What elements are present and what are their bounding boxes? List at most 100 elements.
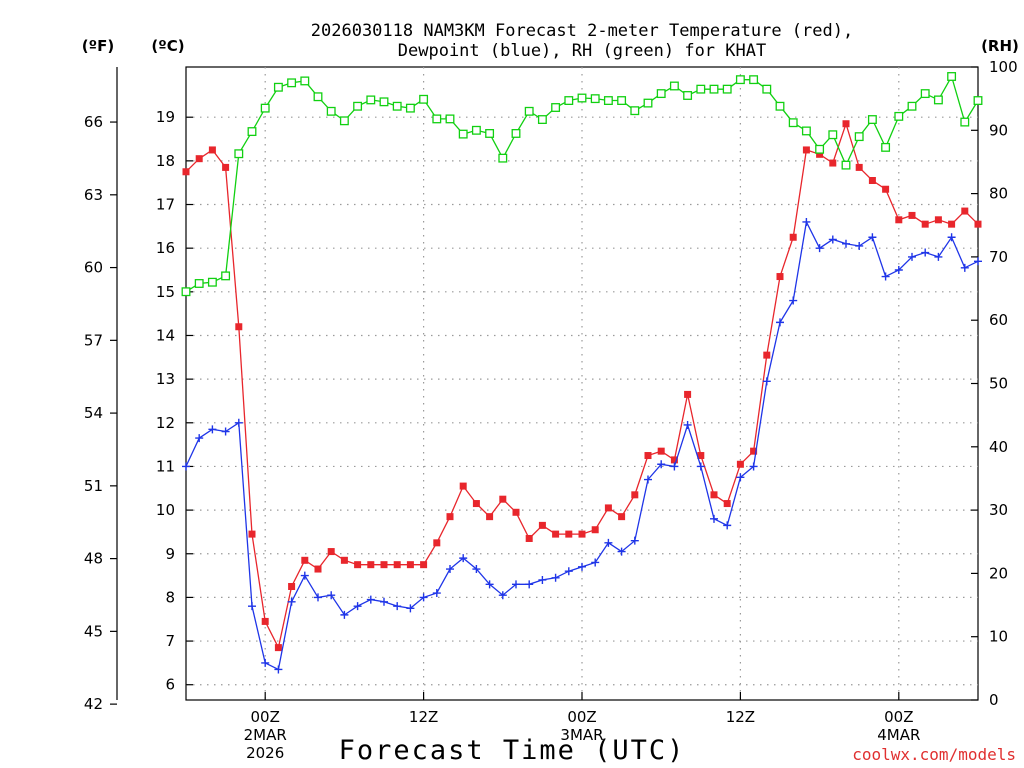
temperature-point — [565, 530, 573, 538]
rh-point — [696, 84, 706, 94]
rh-point — [379, 97, 389, 107]
rh-point — [353, 101, 363, 111]
dewpoint-point — [538, 575, 547, 584]
rh-point — [841, 160, 851, 170]
temperature-point — [816, 150, 824, 158]
celsius-tick-label: 14 — [156, 326, 175, 344]
rh-line — [185, 74, 979, 293]
rh-point — [326, 106, 336, 116]
dewpoint-point — [696, 462, 705, 471]
watermark: coolwx.com/models — [852, 745, 1016, 764]
dewpoint-point — [551, 573, 560, 582]
temperature-point — [288, 582, 296, 590]
temperature-point — [354, 561, 362, 569]
temperature-point — [327, 548, 335, 556]
dewpoint-point — [947, 233, 956, 242]
dewpoint-point — [644, 475, 652, 484]
rh-point — [603, 96, 613, 105]
celsius-tick-label: 12 — [156, 414, 175, 432]
dewpoint-point — [657, 460, 666, 469]
dewpoint-point — [617, 547, 626, 556]
rh-point — [735, 75, 745, 85]
dewpoint-point — [921, 248, 930, 257]
temperature-point — [472, 500, 480, 508]
dewpoint-point — [723, 521, 732, 530]
dewpoint-point — [842, 239, 850, 248]
dewpoint-point — [974, 257, 982, 266]
rh-point — [762, 84, 772, 94]
celsius-tick-label: 16 — [156, 239, 175, 257]
dewpoint-point — [248, 602, 256, 611]
dewpoint-point — [221, 427, 230, 436]
dewpoint-point — [406, 604, 415, 613]
rh-unit-label: (RH) — [981, 37, 1019, 55]
temperature-point — [420, 561, 428, 569]
rh-point — [247, 127, 257, 137]
dewpoint-point — [630, 536, 639, 545]
dewpoint-point — [380, 597, 388, 606]
dewpoint-series — [182, 217, 982, 674]
rh-point — [788, 118, 798, 128]
rh-tick-label: 70 — [989, 248, 1008, 266]
dewpoint-point — [287, 597, 296, 606]
temperature-point — [789, 233, 797, 241]
dewpoint-point — [472, 565, 481, 574]
rh-point — [260, 103, 270, 113]
temperature-point — [591, 526, 599, 534]
temperature-point — [618, 513, 626, 521]
x-tick-year-label: 2026 — [246, 744, 284, 762]
temperature-point — [776, 273, 784, 281]
x-tick-label: 00Z — [251, 708, 280, 726]
dewpoint-point — [960, 263, 969, 272]
rh-tick-label: 90 — [989, 121, 1008, 139]
rh-point — [498, 153, 508, 163]
rh-point — [828, 130, 838, 140]
celsius-tick-label: 9 — [165, 545, 175, 563]
rh-tick-label: 60 — [989, 311, 1008, 329]
temperature-point — [710, 491, 718, 499]
celsius-tick-label: 17 — [156, 196, 175, 214]
dewpoint-point — [498, 591, 507, 600]
dewpoint-point — [208, 425, 217, 434]
dewpoint-point — [340, 610, 349, 619]
temperature-point — [380, 561, 388, 569]
rh-point — [960, 117, 970, 127]
temperature-point — [961, 207, 969, 215]
dewpoint-point — [789, 296, 798, 305]
dewpoint-point — [195, 434, 204, 443]
temperature-point — [499, 495, 507, 503]
rh-point — [854, 132, 864, 142]
celsius-axis-ticks: 6 7 8 9 10 11 12 13 14 15 16 17 18 19 — [156, 108, 193, 694]
temperature-point — [446, 513, 454, 521]
temperature-point — [736, 460, 744, 468]
dewpoint-point — [261, 658, 270, 667]
temperature-point — [486, 513, 494, 521]
dewpoint-point — [446, 565, 454, 574]
temperature-point — [393, 561, 401, 569]
rh-point — [194, 279, 204, 288]
dewpoint-point — [908, 252, 916, 261]
dewpoint-point — [670, 462, 679, 471]
rh-point — [300, 76, 310, 86]
rh-point — [524, 106, 534, 116]
rh-point — [432, 114, 442, 124]
dewpoint-point — [314, 593, 322, 602]
x-tick-date-label: 4MAR — [877, 726, 920, 744]
dewpoint-point — [274, 665, 283, 674]
temperature-point — [908, 211, 916, 219]
temperature-point — [763, 351, 771, 359]
temperature-point — [433, 539, 441, 547]
fahrenheit-tick-label: 42 — [84, 695, 103, 713]
rh-tick-label: 30 — [989, 501, 1008, 519]
rh-series — [181, 72, 983, 297]
x-tick-label: 00Z — [567, 708, 596, 726]
dewpoint-point — [432, 589, 441, 598]
celsius-tick-label: 8 — [165, 588, 175, 606]
dewpoint-point — [881, 272, 890, 281]
dewpoint-point — [300, 571, 309, 580]
dewpoint-point — [366, 595, 375, 604]
chart-title-line-2: Dewpoint (blue), RH (green) for KHAT — [398, 41, 766, 61]
dewpoint-point — [525, 580, 534, 589]
temperature-point — [750, 447, 758, 455]
